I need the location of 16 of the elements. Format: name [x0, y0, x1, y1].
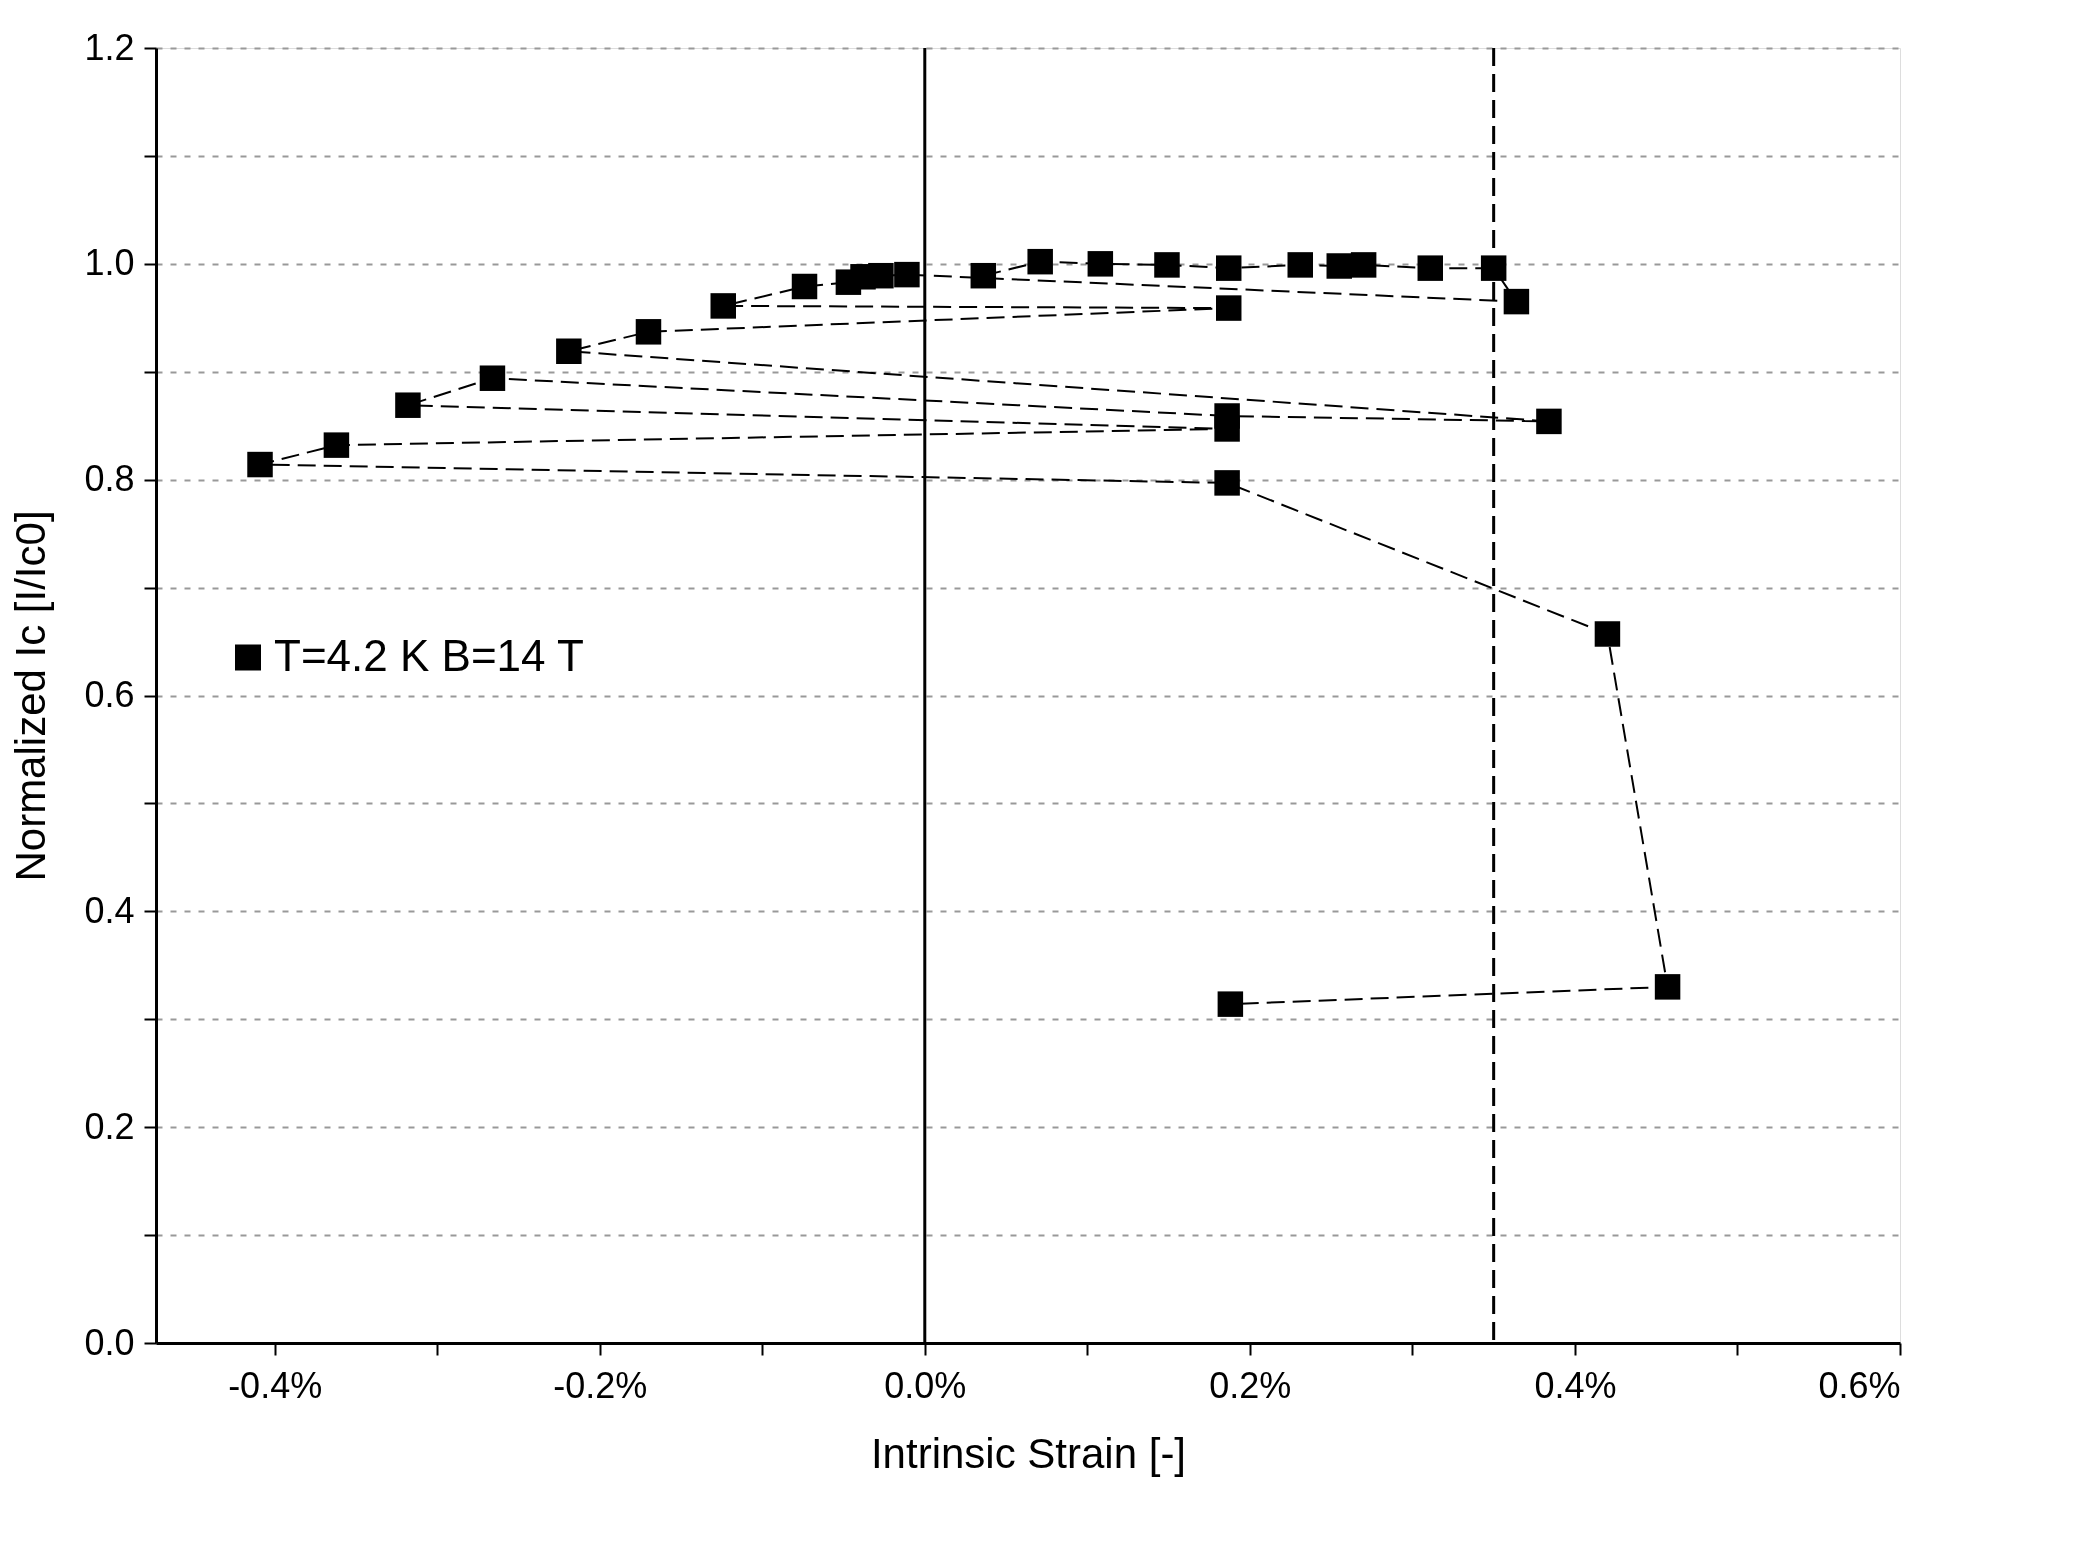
y-tick-label: 1.0 [84, 242, 135, 284]
y-tick-label: 0.8 [84, 458, 135, 500]
y-axis-title: Normalized Ic [I/Ic0] [7, 510, 55, 882]
y-tick-label: 1.2 [84, 26, 135, 68]
x-tick-label: -0.4% [228, 1364, 323, 1406]
x-tick-label: 0.6% [1818, 1364, 1901, 1406]
y-tick-label: 0.0 [84, 1321, 135, 1363]
legend-label: T=4.2 K B=14 T [274, 630, 584, 680]
x-tick-label: -0.2% [553, 1364, 648, 1406]
x-tick-label: 0.2% [1209, 1364, 1292, 1406]
y-tick-label: 0.2 [84, 1105, 135, 1147]
x-tick-label: 0.4% [1534, 1364, 1617, 1406]
y-tick-label: 0.4 [84, 889, 135, 931]
y-tick-label: 0.6 [84, 674, 135, 715]
x-axis-title: Intrinsic Strain [-] [870, 1429, 1187, 1477]
x-tick-label: 0.0% [884, 1364, 967, 1406]
